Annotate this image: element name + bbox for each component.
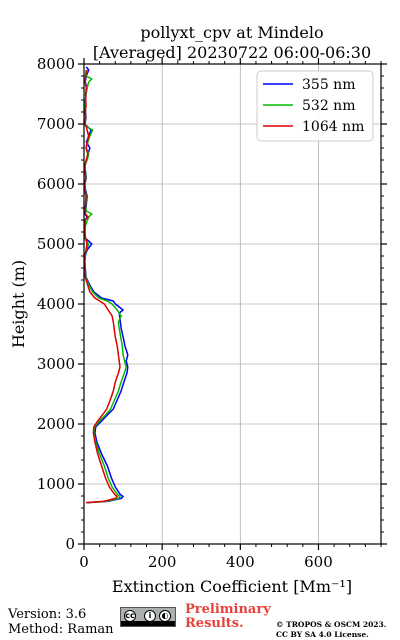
chart-legend: 355 nm 532 nm 1064 nm xyxy=(256,70,374,142)
legend-label: 1064 nm xyxy=(302,119,364,135)
axis-ticks xyxy=(78,58,387,550)
series-line-1064-nm xyxy=(84,69,121,504)
chart-title-line1: pollyxt_cpv at Mindelo xyxy=(140,23,323,42)
y-tick-label: 3000 xyxy=(37,355,75,373)
y-tick-label: 7000 xyxy=(37,115,75,133)
version-text: Version: 3.6 xyxy=(8,607,87,622)
y-tick-label: 1000 xyxy=(37,475,75,493)
series-layer xyxy=(84,66,129,504)
legend-label: 355 nm xyxy=(302,77,355,93)
y-tick-label: 5000 xyxy=(37,235,75,253)
x-axis-label: Extinction Coefficient [Mm⁻¹] xyxy=(112,577,352,596)
y-tick-label: 8000 xyxy=(37,55,75,73)
y-tick-label: 6000 xyxy=(37,175,75,193)
x-tick-label: 0 xyxy=(79,553,89,571)
cc-by-sa-icon: cc i ◐ xyxy=(120,607,176,627)
copyright-note: © TROPOS & OSCM 2023. CC BY SA 4.0 Licen… xyxy=(276,620,386,640)
x-tick-label: 600 xyxy=(304,553,333,571)
preliminary-line2: Results. xyxy=(185,616,244,631)
x-tick-label: 200 xyxy=(148,553,177,571)
copyright-line2: CC BY SA 4.0 License. xyxy=(276,630,369,639)
extinction-profile-chart: pollyxt_cpv at Mindelo [Averaged] 202307… xyxy=(9,23,387,596)
preliminary-results-note: Preliminary Results. xyxy=(185,603,271,631)
preliminary-line1: Preliminary xyxy=(185,602,271,617)
legend-label: 532 nm xyxy=(302,98,355,114)
x-tick-label: 400 xyxy=(226,553,255,571)
y-tick-label: 0 xyxy=(65,535,75,553)
legend-box xyxy=(256,70,374,142)
method-text: Method: Raman xyxy=(8,622,114,637)
y-tick-label: 4000 xyxy=(37,295,75,313)
y-tick-label: 2000 xyxy=(37,415,75,433)
tick-labels: 0 200 400 600010002000300040005000600070008… xyxy=(37,55,333,571)
y-axis-label: Height (m) xyxy=(9,260,28,348)
chart-title-line2: [Averaged] 20230722 06:00-06:30 xyxy=(93,43,371,62)
copyright-line1: © TROPOS & OSCM 2023. xyxy=(276,620,387,629)
